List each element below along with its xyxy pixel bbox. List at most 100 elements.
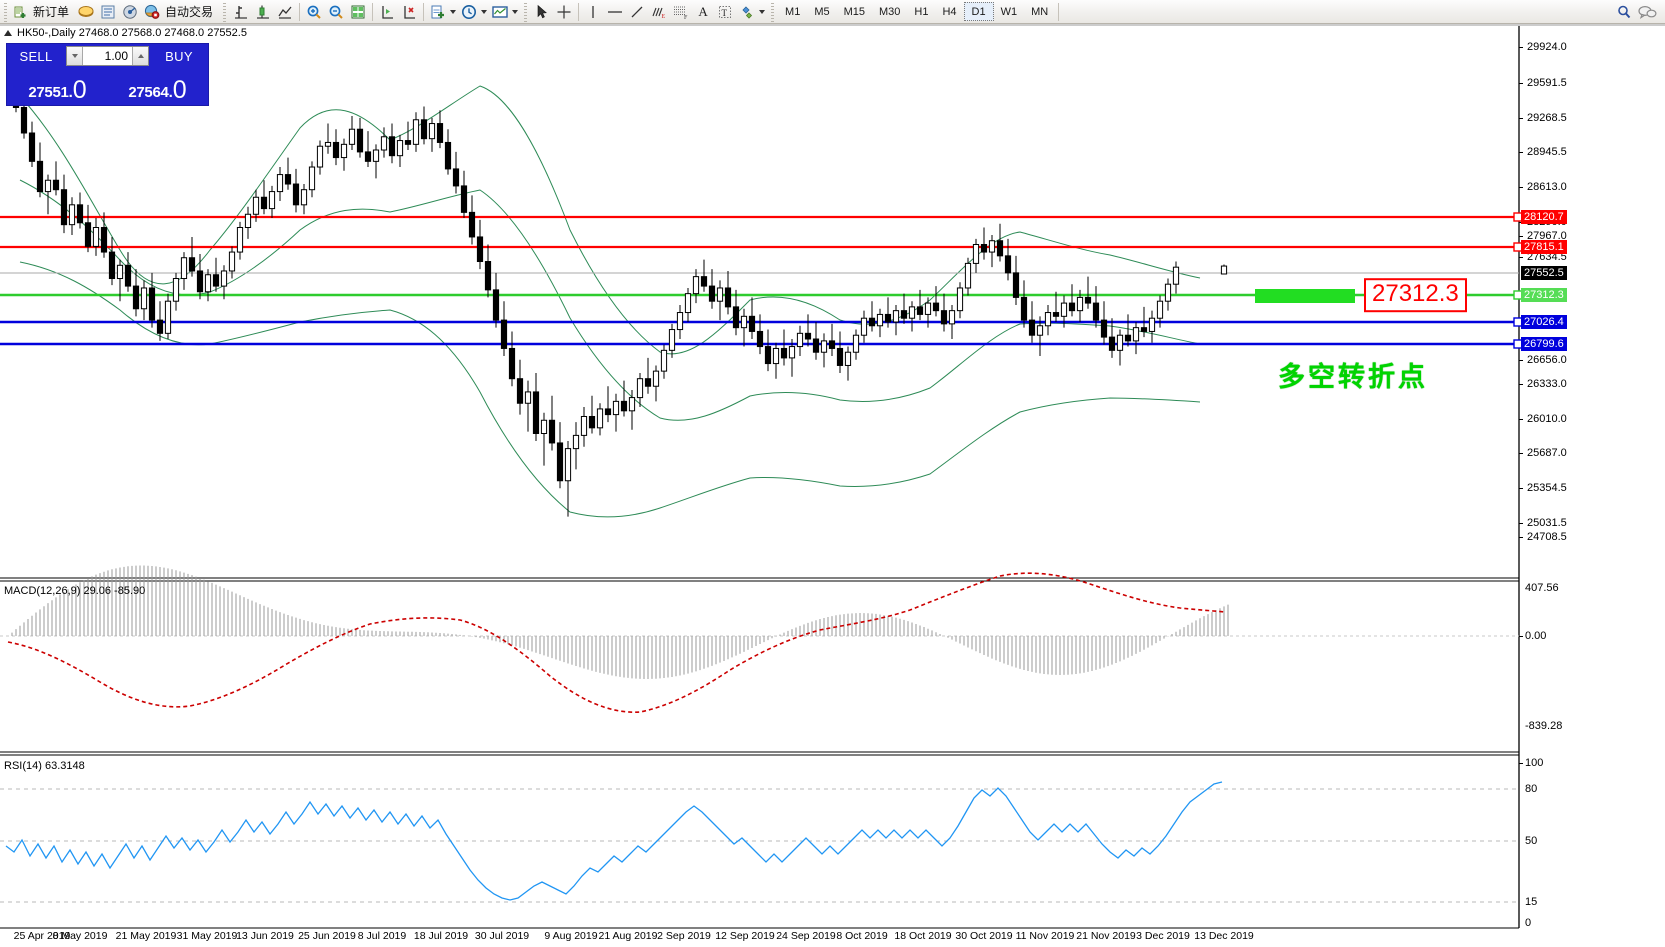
text-tool-button[interactable]: A [698,3,708,19]
candle-body [764,346,772,365]
toolbar-grip-2[interactable] [221,1,229,22]
add-indicator-dropdown-caret[interactable] [450,9,457,14]
date-axis-label: 21 Nov 2019 [1076,930,1136,942]
candle-body [852,334,860,353]
candle-body [1116,334,1124,351]
volume-value[interactable]: 1.00 [104,49,128,63]
date-axis-label: 12 Sep 2019 [715,930,775,942]
candle-body [92,226,100,247]
green-highlight-box[interactable] [1255,289,1355,303]
chat-icon[interactable] [1635,1,1659,23]
zoom-out-button[interactable] [325,1,347,23]
macd-scale-tick: -839.28 [1525,720,1563,732]
toolbar-grip-3[interactable] [522,1,530,22]
autotrading-button[interactable]: 自动交易 [141,1,219,23]
macd-signal-line [7,572,1226,713]
period-clock-button[interactable] [458,1,480,23]
price-callout-27312[interactable]: 27312.3 [1364,278,1467,312]
timeframe-mn[interactable]: MN [1031,5,1049,18]
timeframe-m5[interactable]: M5 [814,5,830,18]
template-button[interactable] [489,1,511,23]
price-tag-resistance-2[interactable]: 27815.1 [1521,240,1567,254]
volume-decrement-button[interactable] [67,47,83,65]
horizontal-line-tool-button[interactable] [604,1,626,23]
rsi-scale-tick: 0 [1525,917,1532,929]
shapes-dropdown-caret[interactable] [759,9,766,14]
candle-body [84,222,92,247]
rsi-scale-tick: 100 [1525,757,1544,769]
rsi-scale-tick: 80 [1525,783,1538,795]
timeframe-d1[interactable]: D1 [963,2,994,21]
auto-scroll-button[interactable] [398,1,420,23]
candle-body [28,132,36,162]
rsi-indicator-label: RSI(14) 63.3148 [4,760,85,772]
candle-body [820,340,828,353]
grid-toggle-button[interactable] [347,1,369,23]
timeframe-m15[interactable]: M15 [843,5,865,18]
price-tick: 25687.0 [1527,447,1567,459]
elliott-wave-tool-button[interactable]: E [648,1,670,23]
trade-panel-top-row: SELL 1.00 BUY [7,44,208,68]
volume-increment-button[interactable] [132,47,148,65]
sell-price-integer: 27551 [28,84,69,101]
toolbar-grip-4[interactable] [769,1,777,22]
volume-stepper[interactable]: 1.00 [66,46,149,66]
candle-body [612,400,620,416]
trendline-tool-button[interactable] [626,1,648,23]
candle-body [1108,336,1116,351]
chart-shift-button[interactable] [376,1,398,23]
candle-body [52,179,60,191]
timeframe-h1[interactable]: H1 [914,5,929,18]
profile-icon-button[interactable] [75,1,97,23]
candlestick-chart-icon-button[interactable] [252,1,274,23]
candle-body [980,244,988,253]
line-chart-icon-button[interactable] [274,1,296,23]
timeframe-m1[interactable]: M1 [785,5,801,18]
new-order-button[interactable]: 新订单 [11,1,75,23]
chinese-annotation-note[interactable]: 多空转折点 [1278,362,1428,392]
candle-body [884,313,892,323]
vertical-line-tool-button[interactable] [582,1,604,23]
price-tag-support-2[interactable]: 26799.6 [1521,337,1567,351]
timeframe-m30[interactable]: M30 [879,5,901,18]
timeframe-h4[interactable]: H4 [942,5,957,18]
autotrading-label: 自动交易 [165,5,214,19]
period-dropdown-caret[interactable] [481,9,488,14]
candle-body [68,204,76,226]
zoom-in-button[interactable] [303,1,325,23]
shapes-tool-button[interactable] [736,1,758,23]
date-axis-label: 3 Dec 2019 [1136,930,1190,942]
add-indicator-button[interactable] [427,1,449,23]
toolbar-separator-1 [299,2,301,21]
price-tick: 28945.5 [1527,146,1567,158]
sell-button[interactable]: 27551 . 0 [9,68,106,103]
fibonacci-tool-button[interactable]: F [670,1,692,23]
date-axis-label: 9 Aug 2019 [544,930,598,942]
candle-body [924,302,932,315]
candle-body [900,310,908,319]
date-axis-label: 18 Oct 2019 [894,930,952,942]
candle-body [860,317,868,336]
candle-body [1132,327,1140,342]
text-label-tool-button[interactable]: T [714,1,736,23]
crosshair-tool-button[interactable] [553,1,575,23]
price-tag-pivot-green[interactable]: 27312.3 [1521,288,1567,302]
price-tag-resistance-1[interactable]: 28120.7 [1521,210,1567,224]
buy-button[interactable]: 27564 . 0 [109,68,206,103]
signals-icon-button[interactable] [119,1,141,23]
chart-collapse-icon[interactable] [4,30,12,36]
candle-body [556,442,564,482]
price-tick: 26333.0 [1527,378,1567,390]
search-icon[interactable] [1613,1,1635,23]
market-watch-icon-button[interactable] [97,1,119,23]
cursor-tool-button[interactable] [531,1,553,23]
svg-text:E: E [662,14,666,20]
candle-body [828,340,836,349]
date-axis-label: 8 Oct 2019 [836,930,888,942]
bar-chart-icon-button[interactable] [230,1,252,23]
toolbar-grip[interactable] [2,1,9,22]
price-tag-support-1[interactable]: 27026.4 [1521,315,1567,329]
candle-body [316,145,324,168]
timeframe-w1[interactable]: W1 [1000,5,1018,18]
template-dropdown-caret[interactable] [512,9,519,14]
